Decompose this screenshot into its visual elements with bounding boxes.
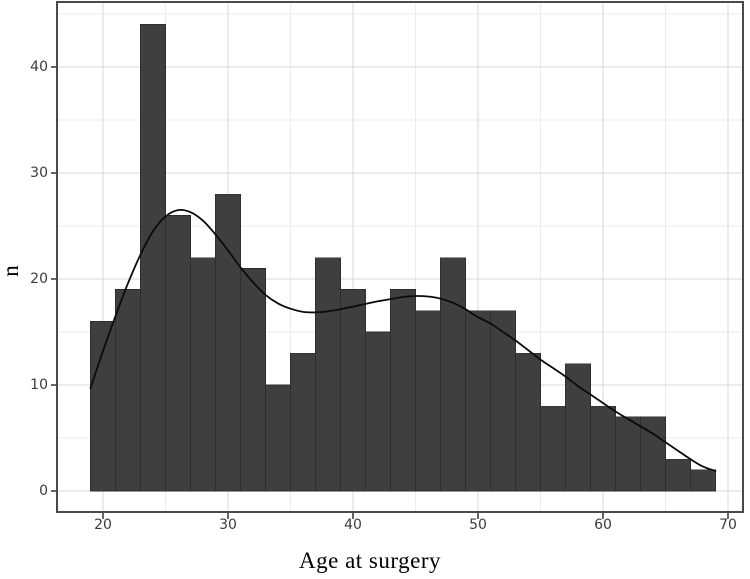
panel-border xyxy=(56,1,744,513)
x-tick-label: 50 xyxy=(469,517,487,533)
histogram-bar xyxy=(465,310,491,492)
histogram-bar xyxy=(390,289,416,492)
histogram-bar xyxy=(615,416,641,492)
histogram-bar xyxy=(140,24,166,492)
histogram-bar xyxy=(315,257,341,492)
histogram-bar xyxy=(290,352,316,492)
histogram-bar xyxy=(340,289,366,492)
histogram-bar xyxy=(590,405,616,492)
x-tick-label: 30 xyxy=(219,517,237,533)
histogram-bar xyxy=(265,384,291,492)
histogram-bar xyxy=(415,310,441,492)
histogram-bar xyxy=(365,331,391,492)
y-tick-label: 30 xyxy=(30,164,48,181)
x-tick-label: 60 xyxy=(594,517,612,533)
x-tick-label: 40 xyxy=(344,517,362,533)
histogram-bar xyxy=(565,363,591,492)
histogram-bar xyxy=(440,257,466,492)
histogram-bar xyxy=(540,405,566,492)
x-axis-title: Age at surgery xyxy=(299,548,441,573)
x-tick-label: 70 xyxy=(719,517,737,533)
histogram-bar xyxy=(515,352,541,492)
density-curve xyxy=(89,208,717,472)
x-tick-label: 20 xyxy=(94,517,112,533)
histogram-bar xyxy=(490,310,516,492)
y-tick-label: 0 xyxy=(39,483,48,499)
histogram-bar xyxy=(90,320,116,492)
histogram-bar xyxy=(690,469,716,492)
histogram-bar xyxy=(115,289,141,492)
histogram-bar xyxy=(165,214,191,492)
y-tick-label: 20 xyxy=(30,270,48,287)
histogram-bar xyxy=(665,458,691,492)
y-axis-title: n xyxy=(0,265,23,277)
y-tick-label: 10 xyxy=(30,377,48,393)
histogram-bar xyxy=(190,257,216,492)
histogram-bar xyxy=(215,193,241,492)
histogram-bar xyxy=(240,267,266,492)
y-tick-label: 40 xyxy=(30,58,48,75)
